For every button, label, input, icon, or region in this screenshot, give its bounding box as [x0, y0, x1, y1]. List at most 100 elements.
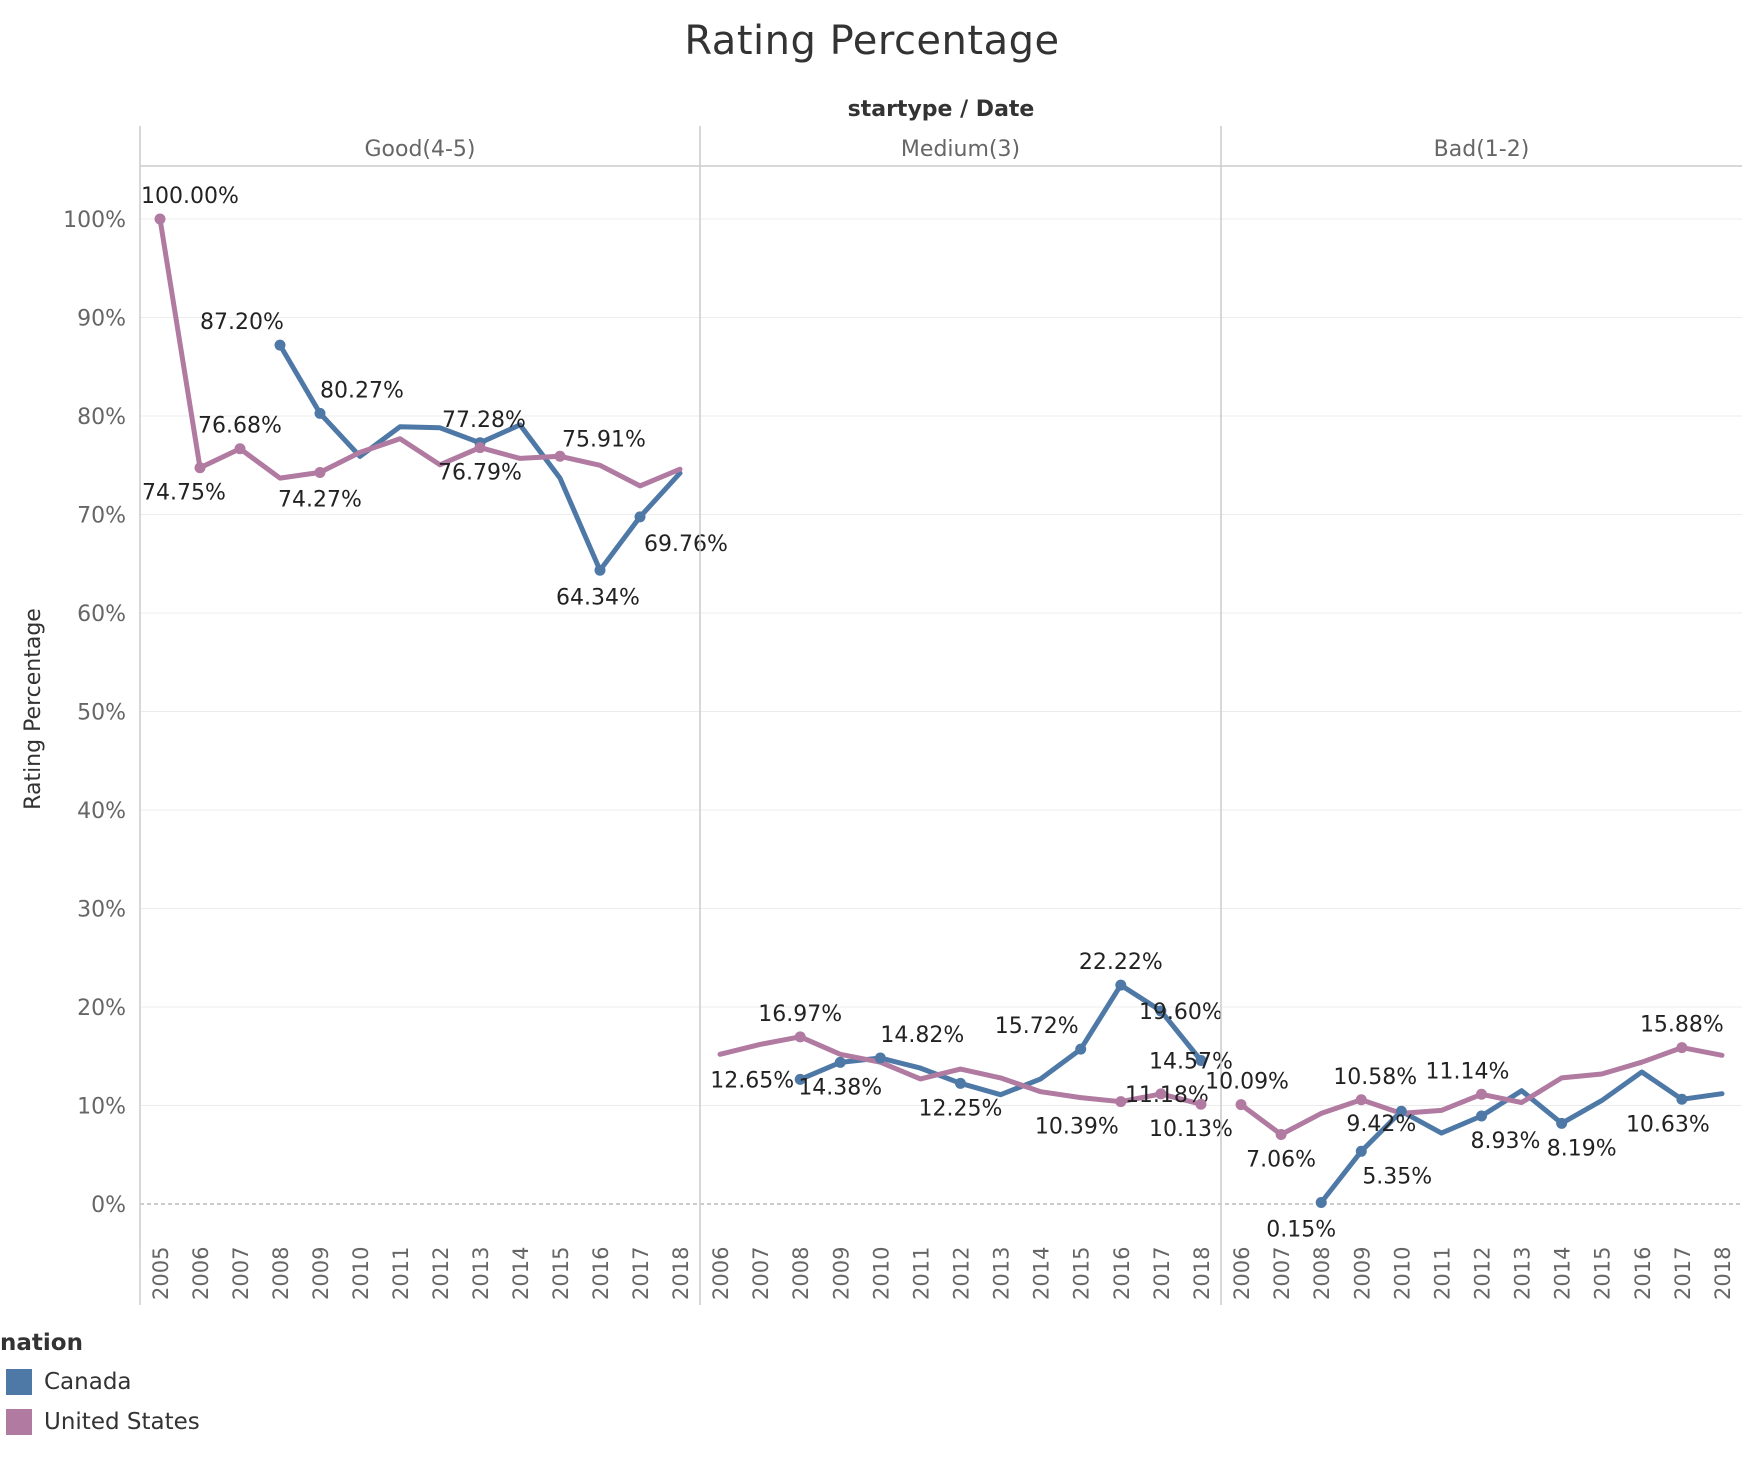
- x-tick-label: 2011: [909, 1247, 933, 1300]
- series-line-united-states: [157, 216, 683, 489]
- data-label: 16.97%: [758, 1002, 842, 1027]
- data-point: [1355, 1145, 1367, 1157]
- x-tick-label: 2015: [549, 1247, 573, 1300]
- data-point: [1195, 1054, 1207, 1066]
- data-point: [154, 213, 166, 225]
- x-tick-label: 2008: [789, 1247, 813, 1300]
- data-point: [1676, 1042, 1688, 1054]
- data-label: 22.22%: [1079, 950, 1163, 975]
- x-tick-label: 2009: [829, 1247, 853, 1300]
- legend-swatch-united-states: [6, 1409, 32, 1435]
- data-label: 10.63%: [1626, 1112, 1710, 1137]
- y-tick-label: 20%: [77, 996, 126, 1021]
- y-tick-label: 70%: [77, 504, 126, 529]
- x-tick-label: 2012: [429, 1247, 453, 1300]
- series-line-canada: [1318, 1069, 1725, 1205]
- data-label: 69.76%: [644, 532, 728, 557]
- y-tick-label: 100%: [63, 208, 126, 233]
- data-point: [314, 466, 326, 478]
- legend-item-united-states[interactable]: United States: [0, 1402, 200, 1442]
- data-point: [1075, 1043, 1087, 1055]
- x-tick-label: 2014: [509, 1247, 533, 1300]
- x-tick-label: 2018: [1711, 1247, 1735, 1300]
- panel-header: Good(4-5): [364, 137, 475, 162]
- x-tick-label: 2017: [1671, 1247, 1695, 1300]
- y-tick-label: 50%: [77, 701, 126, 726]
- data-label: 14.57%: [1149, 1049, 1233, 1074]
- data-point: [1115, 979, 1127, 991]
- x-tick-label: 2008: [269, 1247, 293, 1300]
- x-tick-label: 2010: [1390, 1247, 1414, 1300]
- x-tick-label: 2006: [709, 1247, 733, 1300]
- data-point: [1315, 1197, 1327, 1209]
- data-label: 80.27%: [320, 378, 404, 403]
- data-label: 74.75%: [142, 481, 226, 506]
- data-point: [314, 407, 326, 419]
- data-label: 74.27%: [278, 487, 362, 512]
- x-tick-label: 2015: [1070, 1247, 1094, 1300]
- data-point: [874, 1052, 886, 1064]
- legend-label-canada: Canada: [44, 1369, 132, 1395]
- data-point: [1395, 1105, 1407, 1117]
- panel-header: Bad(1-2): [1434, 137, 1530, 162]
- data-label: 10.09%: [1205, 1070, 1289, 1095]
- x-tick-label: 2007: [1270, 1247, 1294, 1300]
- data-point: [1476, 1110, 1487, 1122]
- x-tick-label: 2007: [229, 1247, 253, 1300]
- data-label: 7.06%: [1246, 1147, 1316, 1172]
- data-label: 12.25%: [919, 1096, 1003, 1121]
- x-tick-label: 2006: [1230, 1247, 1254, 1300]
- data-label: 19.60%: [1139, 1000, 1223, 1025]
- data-point: [1355, 1094, 1367, 1106]
- y-tick-label: 40%: [77, 799, 126, 824]
- legend-title: nation: [0, 1330, 83, 1356]
- data-point: [1155, 1005, 1167, 1017]
- data-point: [1476, 1088, 1487, 1100]
- x-tick-label: 2016: [1631, 1247, 1655, 1300]
- legend-item-canada[interactable]: Canada: [0, 1362, 200, 1402]
- data-label: 5.35%: [1362, 1164, 1432, 1189]
- data-point: [794, 1031, 806, 1043]
- data-point: [1556, 1117, 1568, 1129]
- x-tick-label: 2017: [1150, 1247, 1174, 1300]
- legend: nation Canada United States: [0, 1330, 200, 1442]
- data-point: [1195, 1098, 1207, 1110]
- x-tick-label: 2015: [1591, 1247, 1615, 1300]
- x-tick-label: 2009: [1350, 1247, 1374, 1300]
- x-tick-label: 2018: [669, 1247, 693, 1300]
- y-tick-label: 10%: [77, 1095, 126, 1120]
- data-point: [274, 339, 286, 351]
- data-label: 76.68%: [198, 414, 282, 439]
- x-tick-label: 2011: [389, 1247, 413, 1300]
- x-tick-label: 2012: [1471, 1247, 1495, 1300]
- x-tick-label: 2011: [1430, 1247, 1454, 1300]
- data-point: [1676, 1093, 1688, 1105]
- x-tick-label: 2018: [1190, 1247, 1214, 1300]
- y-tick-label: 30%: [77, 898, 126, 923]
- data-point: [1275, 1128, 1287, 1140]
- y-tick-label: 60%: [77, 602, 126, 627]
- data-label: 100.00%: [141, 184, 239, 209]
- data-label: 64.34%: [556, 585, 640, 610]
- legend-swatch-canada: [6, 1369, 32, 1395]
- chart-title: Rating Percentage: [684, 18, 1060, 64]
- data-point: [1155, 1088, 1167, 1100]
- data-label: 14.38%: [798, 1075, 882, 1100]
- y-tick-label: 90%: [77, 307, 126, 332]
- x-tick-label: 2014: [1551, 1247, 1575, 1300]
- data-point: [1235, 1099, 1247, 1111]
- x-tick-label: 2013: [990, 1247, 1014, 1300]
- data-point: [1115, 1096, 1127, 1108]
- x-tick-label: 2007: [749, 1247, 773, 1300]
- x-tick-label: 2005: [149, 1247, 173, 1300]
- data-label: 15.88%: [1640, 1013, 1724, 1038]
- data-label: 8.93%: [1471, 1129, 1541, 1154]
- panel-header: Medium(3): [901, 137, 1020, 162]
- data-label: 12.65%: [710, 1068, 794, 1093]
- data-point: [955, 1077, 966, 1089]
- data-label: 8.19%: [1547, 1136, 1617, 1161]
- x-tick-label: 2012: [950, 1247, 974, 1300]
- x-tick-label: 2010: [869, 1247, 893, 1300]
- y-tick-label: 0%: [91, 1193, 126, 1218]
- data-point: [834, 1056, 846, 1068]
